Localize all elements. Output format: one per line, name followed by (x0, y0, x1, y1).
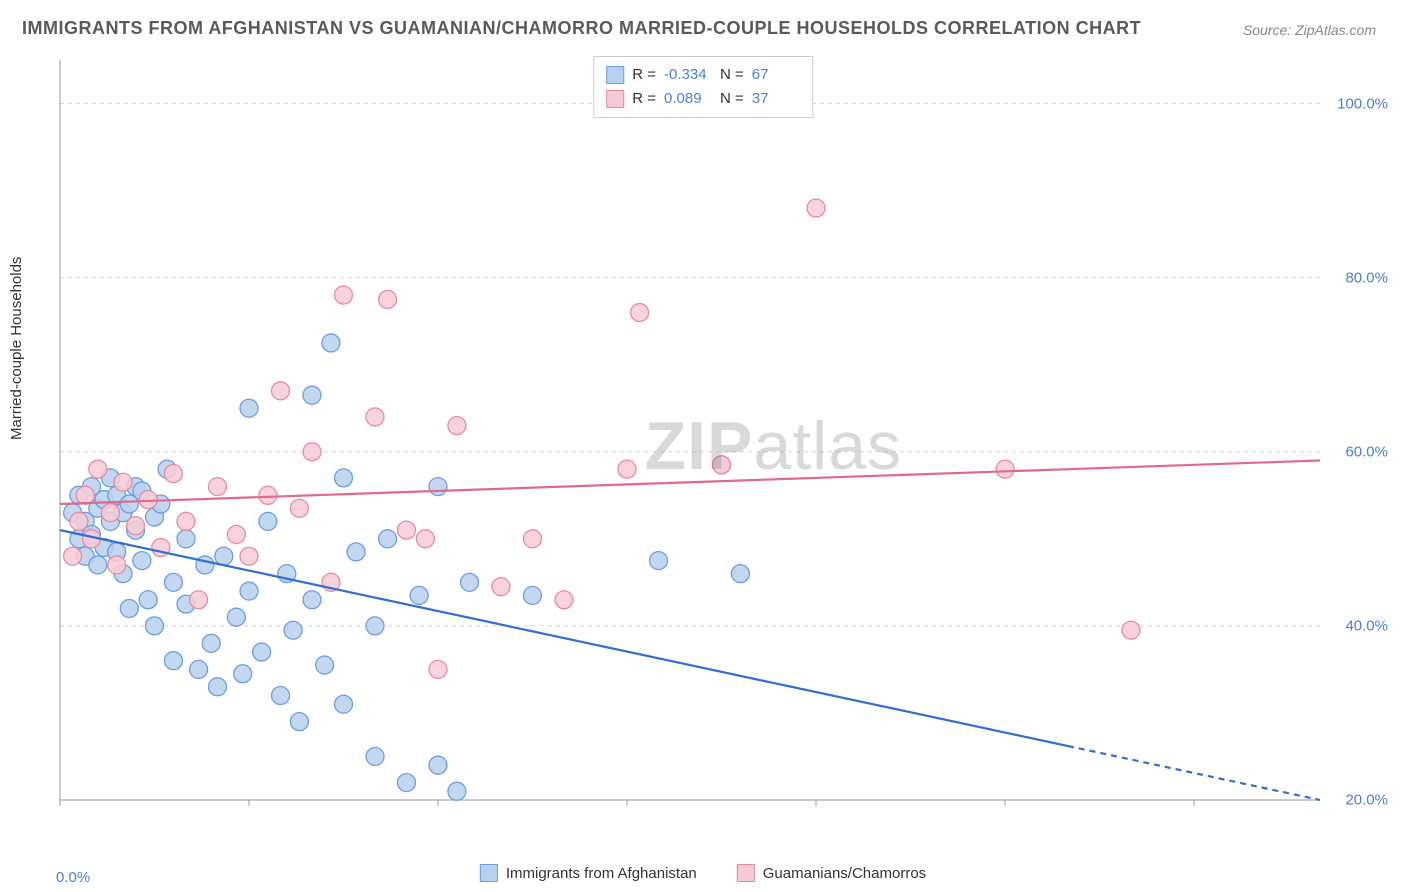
x-tick-label: 0.0% (56, 869, 90, 886)
r-label: R = (632, 87, 656, 111)
scatter-plot-area (50, 50, 1380, 840)
series-legend: Immigrants from Afghanistan Guamanians/C… (480, 864, 926, 882)
n-value: 67 (752, 63, 800, 87)
legend-label: Guamanians/Chamorros (763, 865, 926, 882)
legend-item-series-1: Immigrants from Afghanistan (480, 864, 697, 882)
legend-swatch-icon (737, 864, 755, 882)
legend-row-series-2: R = 0.089 N = 37 (606, 87, 800, 111)
legend-item-series-2: Guamanians/Chamorros (737, 864, 926, 882)
y-tick-label: 20.0% (1345, 792, 1388, 809)
y-tick-label: 60.0% (1345, 443, 1388, 460)
legend-row-series-1: R = -0.334 N = 67 (606, 63, 800, 87)
y-tick-label: 100.0% (1337, 95, 1388, 112)
y-tick-label: 40.0% (1345, 617, 1388, 634)
legend-swatch-icon (606, 90, 624, 108)
r-value: -0.334 (664, 63, 712, 87)
n-value: 37 (752, 87, 800, 111)
y-axis-label: Married-couple Households (8, 257, 25, 440)
source-attribution: Source: ZipAtlas.com (1243, 22, 1376, 38)
r-value: 0.089 (664, 87, 712, 111)
n-label: N = (720, 87, 744, 111)
n-label: N = (720, 63, 744, 87)
correlation-legend: R = -0.334 N = 67 R = 0.089 N = 37 (593, 56, 813, 118)
chart-title: IMMIGRANTS FROM AFGHANISTAN VS GUAMANIAN… (22, 18, 1141, 39)
legend-swatch-icon (480, 864, 498, 882)
legend-swatch-icon (606, 66, 624, 84)
y-tick-label: 80.0% (1345, 269, 1388, 286)
legend-label: Immigrants from Afghanistan (506, 865, 697, 882)
scatter-plot-svg (50, 50, 1380, 840)
r-label: R = (632, 63, 656, 87)
